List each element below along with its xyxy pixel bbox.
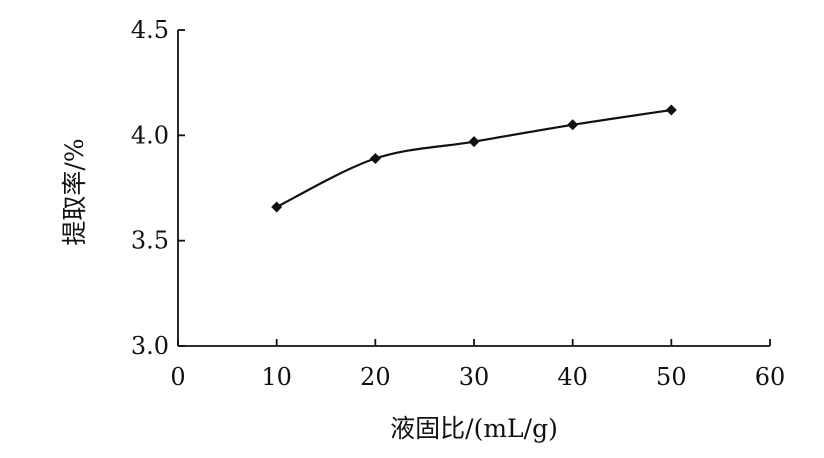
data-point-marker [567,119,579,131]
x-tick-label: 20 [360,363,391,391]
data-point-marker [369,153,381,165]
data-point-marker [271,201,283,213]
x-tick-label: 30 [459,363,490,391]
x-axis-title: 液固比/(mL/g) [390,414,558,443]
y-axis-ticks: 3.0 3.5 4.0 4.5 [131,16,185,360]
y-tick-label: 3.5 [131,227,169,255]
x-axis-ticks: 0 10 20 30 40 50 60 [170,339,785,391]
axes [177,30,770,347]
data-point-marker [665,104,677,116]
data-point-marker [468,136,480,148]
x-tick-label: 0 [170,363,185,391]
x-tick-label: 60 [755,363,786,391]
x-tick-label: 10 [261,363,292,391]
x-tick-label: 50 [656,363,687,391]
y-tick-label: 4.5 [131,16,169,44]
series-line [276,108,672,208]
y-tick-label: 4.0 [131,121,169,149]
x-tick-label: 40 [557,363,588,391]
y-axis-title: 提取率/% [60,138,89,245]
y-tick-label: 3.0 [131,332,169,360]
series-layer [271,104,677,213]
